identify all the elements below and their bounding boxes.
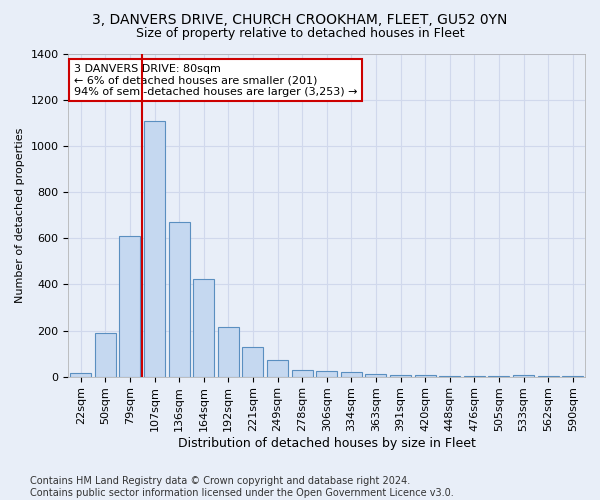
Bar (144, 121, 165, 376)
Bar (169, 222, 190, 376)
Bar (193, 278, 214, 376)
Bar (341, 372, 362, 376)
Bar (365, 374, 386, 376)
Bar (242, 346, 263, 376)
X-axis label: Distribution of detached houses by size in Fleet: Distribution of detached houses by size … (178, 437, 476, 450)
Bar (218, 327, 239, 376)
Bar (70, 373, 91, 376)
Text: Size of property relative to detached houses in Fleet: Size of property relative to detached ho… (136, 28, 464, 40)
Y-axis label: Number of detached properties: Number of detached properties (15, 128, 25, 303)
Text: 3, DANVERS DRIVE, CHURCH CROOKHAM, FLEET, GU52 0YN: 3, DANVERS DRIVE, CHURCH CROOKHAM, FLEET… (92, 12, 508, 26)
Text: 3 DANVERS DRIVE: 80sqm
← 6% of detached houses are smaller (201)
94% of semi-det: 3 DANVERS DRIVE: 80sqm ← 6% of detached … (74, 64, 357, 97)
Text: Contains HM Land Registry data © Crown copyright and database right 2024.
Contai: Contains HM Land Registry data © Crown c… (30, 476, 454, 498)
Bar (316, 371, 337, 376)
Bar (267, 360, 288, 376)
Bar (292, 370, 313, 376)
Bar (119, 236, 140, 376)
Bar (95, 333, 116, 376)
